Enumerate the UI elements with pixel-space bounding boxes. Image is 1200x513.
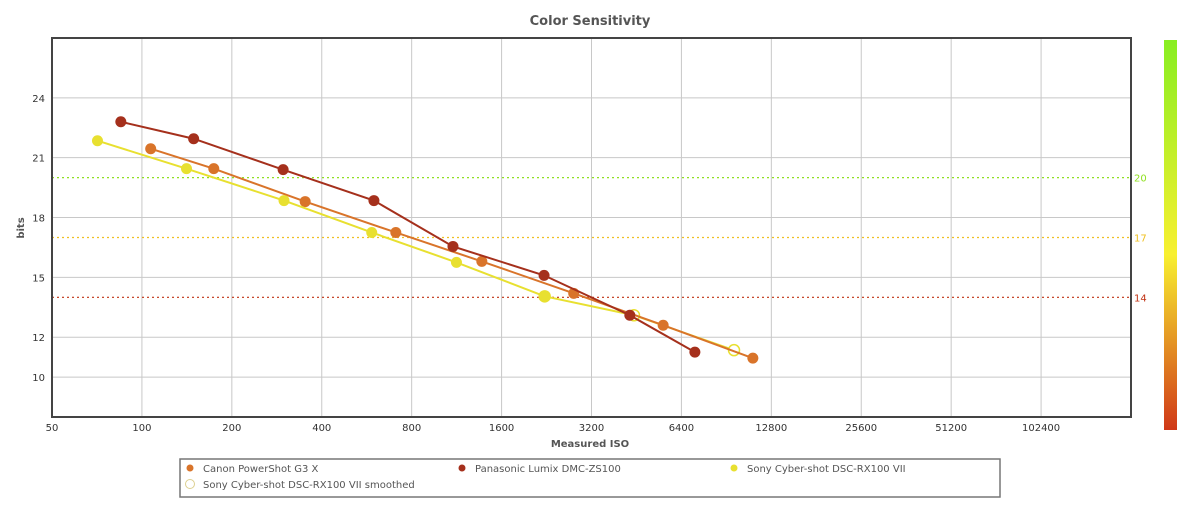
x-tick-label: 25600 — [845, 423, 877, 434]
data-point[interactable] — [299, 196, 311, 208]
legend: Canon PowerShot G3 X Panasonic Lumix DMC-… — [179, 458, 1001, 498]
legend-item[interactable]: Sony Cyber-shot DSC-RX100 VII smoothed — [185, 479, 415, 492]
x-tick-label: 800 — [402, 423, 421, 434]
x-tick-label: 50 — [46, 423, 59, 434]
data-point[interactable] — [538, 269, 550, 281]
legend-marker-icon — [458, 464, 466, 472]
x-tick-label: 12800 — [755, 423, 787, 434]
data-point[interactable] — [278, 195, 290, 207]
legend-marker-icon — [730, 464, 738, 472]
legend-marker-icon — [186, 464, 194, 472]
legend-label: Sony Cyber-shot DSC-RX100 VII smoothed — [203, 480, 415, 491]
x-tick-label: 3200 — [579, 423, 604, 434]
x-tick-label: 400 — [312, 423, 331, 434]
reference-line-label: 14 — [1134, 293, 1147, 304]
x-tick-label: 1600 — [489, 423, 514, 434]
y-tick-label: 21 — [32, 154, 45, 165]
y-tick-label: 15 — [32, 273, 45, 284]
color-scale-bar — [1164, 40, 1177, 430]
reference-line-label: 17 — [1134, 233, 1147, 244]
legend-label: Canon PowerShot G3 X — [203, 464, 319, 475]
legend-label: Sony Cyber-shot DSC-RX100 VII — [747, 464, 906, 475]
chart-title: Color Sensitivity — [530, 14, 651, 29]
y-tick-label: 24 — [32, 94, 45, 105]
data-point[interactable] — [447, 240, 459, 252]
y-tick-label: 12 — [32, 333, 45, 344]
data-point[interactable] — [476, 255, 488, 267]
data-point[interactable] — [390, 226, 402, 238]
data-point[interactable] — [277, 164, 289, 176]
series-line — [150, 147, 754, 360]
data-point[interactable] — [657, 319, 669, 331]
series-line — [120, 120, 696, 354]
reference-line-label: 20 — [1134, 174, 1147, 185]
series-panasonic-lumix-dmc-zs100 — [115, 116, 701, 358]
data-point[interactable] — [91, 135, 103, 147]
legend-item[interactable]: Panasonic Lumix DMC-ZS100 — [458, 464, 621, 475]
data-point[interactable] — [188, 133, 200, 145]
data-point[interactable] — [180, 163, 192, 175]
data-point[interactable] — [366, 226, 378, 238]
x-axis-label: Measured ISO — [551, 439, 629, 450]
data-point[interactable] — [539, 290, 551, 302]
x-tick-label: 51200 — [935, 423, 967, 434]
data-point[interactable] — [689, 346, 701, 358]
legend-marker-icon — [185, 479, 195, 489]
y-tick-label: 18 — [32, 214, 45, 225]
legend-item[interactable]: Canon PowerShot G3 X — [186, 464, 319, 475]
data-point[interactable] — [145, 143, 157, 155]
data-point[interactable] — [115, 116, 127, 128]
y-tick-label: 10 — [32, 373, 45, 384]
plot-border — [51, 37, 1132, 418]
data-point[interactable] — [368, 195, 380, 207]
data-point[interactable] — [624, 309, 636, 321]
legend-item[interactable]: Sony Cyber-shot DSC-RX100 VII — [730, 464, 906, 475]
legend-label: Panasonic Lumix DMC-ZS100 — [475, 464, 621, 475]
x-tick-label: 6400 — [669, 423, 694, 434]
data-point[interactable] — [450, 256, 462, 268]
series-sony-cyber-shot-dsc-rx100-vii — [91, 135, 551, 302]
series-line — [97, 139, 546, 298]
y-axis-label: bits — [16, 217, 27, 238]
x-tick-label: 102400 — [1022, 423, 1060, 434]
data-point[interactable] — [208, 163, 220, 175]
data-point[interactable] — [747, 352, 759, 364]
x-tick-label: 100 — [132, 423, 151, 434]
x-tick-label: 200 — [222, 423, 241, 434]
